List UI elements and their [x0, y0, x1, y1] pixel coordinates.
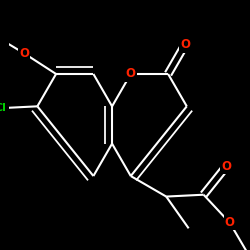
Text: O: O: [126, 68, 136, 80]
Text: Cl: Cl: [0, 103, 6, 113]
Text: O: O: [225, 216, 235, 229]
Text: O: O: [19, 47, 29, 60]
Text: O: O: [221, 160, 231, 173]
Text: O: O: [180, 38, 190, 51]
